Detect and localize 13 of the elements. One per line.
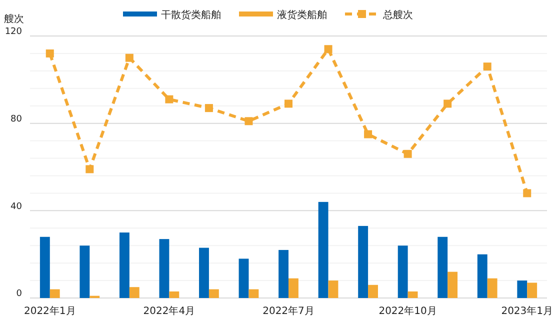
y-axis-title: 艘次 [4, 13, 24, 25]
y-tick-label: 120 [4, 27, 22, 38]
y-tick-label: 80 [10, 114, 22, 125]
x-tick-label: 2023年1月 [501, 305, 554, 317]
legend-label: 干散货类船舶 [161, 9, 221, 21]
x-tick-label: 2022年7月 [262, 305, 314, 317]
y-tick-label: 0 [16, 289, 22, 300]
x-tick-label: 2022年10月 [378, 305, 437, 317]
legend-label: 总艘次 [382, 9, 413, 21]
x-tick-label: 2022年1月 [24, 305, 76, 317]
x-tick-label: 2022年4月 [143, 305, 196, 317]
legend-label: 液货类船舶 [277, 9, 327, 21]
y-tick-label: 40 [10, 202, 22, 212]
